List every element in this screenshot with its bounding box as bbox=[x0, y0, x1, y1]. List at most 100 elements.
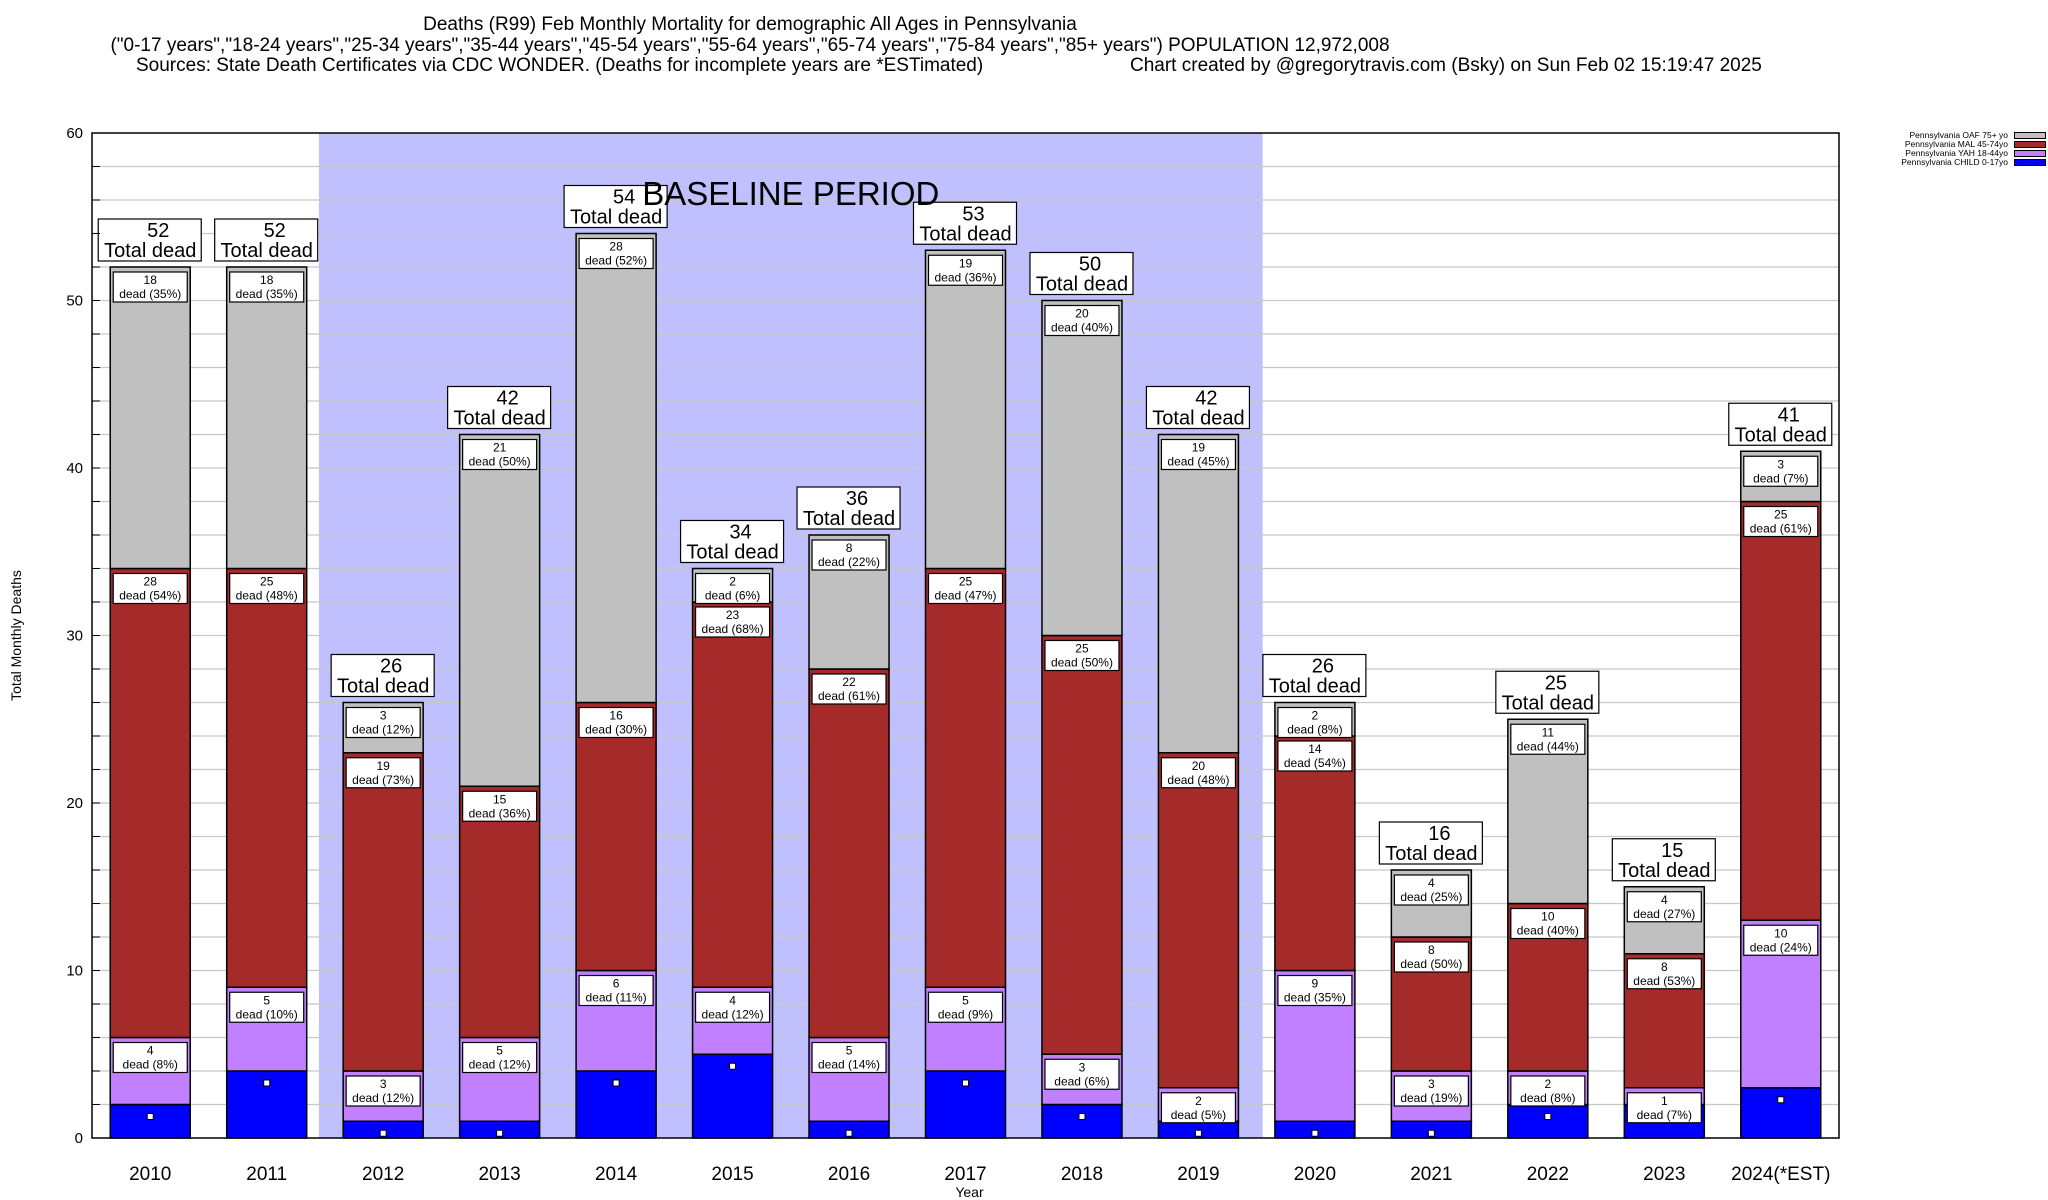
total-label-text: Total dead bbox=[1618, 860, 1710, 882]
total-label-value: 26 bbox=[380, 656, 402, 678]
total-label-text: Total dead bbox=[1036, 274, 1128, 296]
segment-label-percent: dead (36%) bbox=[469, 806, 531, 820]
segment-label-percent: dead (48%) bbox=[236, 589, 298, 603]
segment-label-count: 11 bbox=[1542, 725, 1555, 739]
legend-item: Pennsylvania OAF 75+ yo bbox=[1836, 131, 2046, 140]
x-tick-label: 2012 bbox=[362, 1164, 404, 1185]
segment-label-count: 8 bbox=[846, 541, 853, 555]
segment-label-percent: dead (52%) bbox=[585, 254, 647, 268]
total-label-text: Total dead bbox=[104, 240, 196, 262]
total-label-value: 26 bbox=[1312, 656, 1334, 678]
bar-segment bbox=[575, 232, 657, 704]
segment-label-box bbox=[229, 991, 305, 1023]
segment-label-count: 14 bbox=[1308, 742, 1322, 756]
segment-label-box bbox=[112, 1041, 188, 1074]
segment-label-count: 6 bbox=[613, 977, 620, 991]
segment-label-count: 2 bbox=[729, 575, 736, 589]
x-tick-label: 2019 bbox=[1177, 1164, 1219, 1185]
segment-label-count: 5 bbox=[846, 1044, 853, 1058]
total-label-text: Total dead bbox=[337, 676, 429, 698]
segment-label-box bbox=[1510, 1075, 1586, 1107]
segment-label-count: 9 bbox=[1312, 977, 1319, 991]
y-axis-title: Total Monthly Deaths bbox=[8, 570, 24, 701]
total-label-text: Total dead bbox=[221, 240, 313, 262]
total-label-value: 52 bbox=[264, 220, 286, 242]
segment-label-box bbox=[694, 606, 771, 638]
total-label-box bbox=[1728, 402, 1833, 446]
segment-label-count: 21 bbox=[493, 441, 507, 455]
segment-label-percent: dead (35%) bbox=[236, 287, 298, 301]
legend-swatch bbox=[2014, 150, 2046, 157]
child-marker bbox=[379, 1129, 387, 1137]
segment-label-box bbox=[811, 539, 887, 571]
total-label-value: 16 bbox=[1428, 823, 1450, 845]
segment-label-count: 10 bbox=[1541, 910, 1555, 924]
segment-label-count: 20 bbox=[1192, 759, 1206, 773]
segment-label-count: 2 bbox=[1195, 1094, 1202, 1108]
segment-label-box bbox=[462, 790, 538, 822]
segment-label-box bbox=[1626, 1092, 1702, 1124]
segment-label-count: 4 bbox=[147, 1044, 154, 1058]
segment-label-box bbox=[229, 271, 305, 303]
segment-label-percent: dead (45%) bbox=[1167, 455, 1229, 469]
y-tick-label: 20 bbox=[66, 795, 83, 812]
segment-label-count: 19 bbox=[959, 256, 973, 270]
total-label-value: 54 bbox=[613, 187, 635, 209]
legend-label: Pennsylvania YAH 18-44yo bbox=[1905, 148, 2008, 158]
segment-label-percent: dead (27%) bbox=[1633, 907, 1695, 921]
segment-label-percent: dead (50%) bbox=[1051, 656, 1113, 670]
segment-label-percent: dead (24%) bbox=[1750, 940, 1812, 954]
segment-label-box bbox=[1277, 974, 1353, 1007]
x-tick-label: 2011 bbox=[246, 1164, 287, 1185]
x-tick-label: 2020 bbox=[1294, 1164, 1336, 1185]
segment-label-box bbox=[1044, 304, 1120, 337]
segment-label-count: 5 bbox=[962, 993, 969, 1007]
segment-label-percent: dead (6%) bbox=[705, 589, 760, 603]
total-label-text: Total dead bbox=[1385, 843, 1477, 865]
legend-label: Pennsylvania CHILD 0-17yo bbox=[1901, 157, 2008, 167]
segment-label-count: 5 bbox=[496, 1044, 503, 1058]
segment-label-percent: dead (25%) bbox=[1400, 890, 1462, 904]
segment-label-percent: dead (12%) bbox=[352, 1091, 414, 1105]
bar-segment bbox=[1740, 1087, 1822, 1139]
total-label-text: Total dead bbox=[1735, 424, 1827, 446]
segment-label-box bbox=[112, 271, 188, 303]
legend-swatch bbox=[2014, 159, 2046, 166]
segment-label-box bbox=[927, 991, 1004, 1023]
segment-label-box bbox=[927, 254, 1004, 286]
segment-label-box bbox=[811, 1041, 887, 1074]
segment-label-percent: dead (5%) bbox=[1171, 1108, 1226, 1122]
child-marker bbox=[1078, 1113, 1086, 1120]
segment-label-percent: dead (35%) bbox=[1284, 991, 1346, 1005]
total-label-box bbox=[1145, 385, 1251, 430]
bar-segment bbox=[1041, 634, 1123, 1055]
bar-segment bbox=[1157, 433, 1240, 754]
chart-subtitle: ("0-17 years","18-24 years","25-34 years… bbox=[110, 35, 1390, 56]
child-marker bbox=[962, 1079, 969, 1087]
child-marker bbox=[729, 1062, 737, 1070]
segment-label-box bbox=[462, 1041, 538, 1074]
bar-segment bbox=[924, 249, 1007, 570]
segment-label-box bbox=[1393, 1075, 1469, 1107]
